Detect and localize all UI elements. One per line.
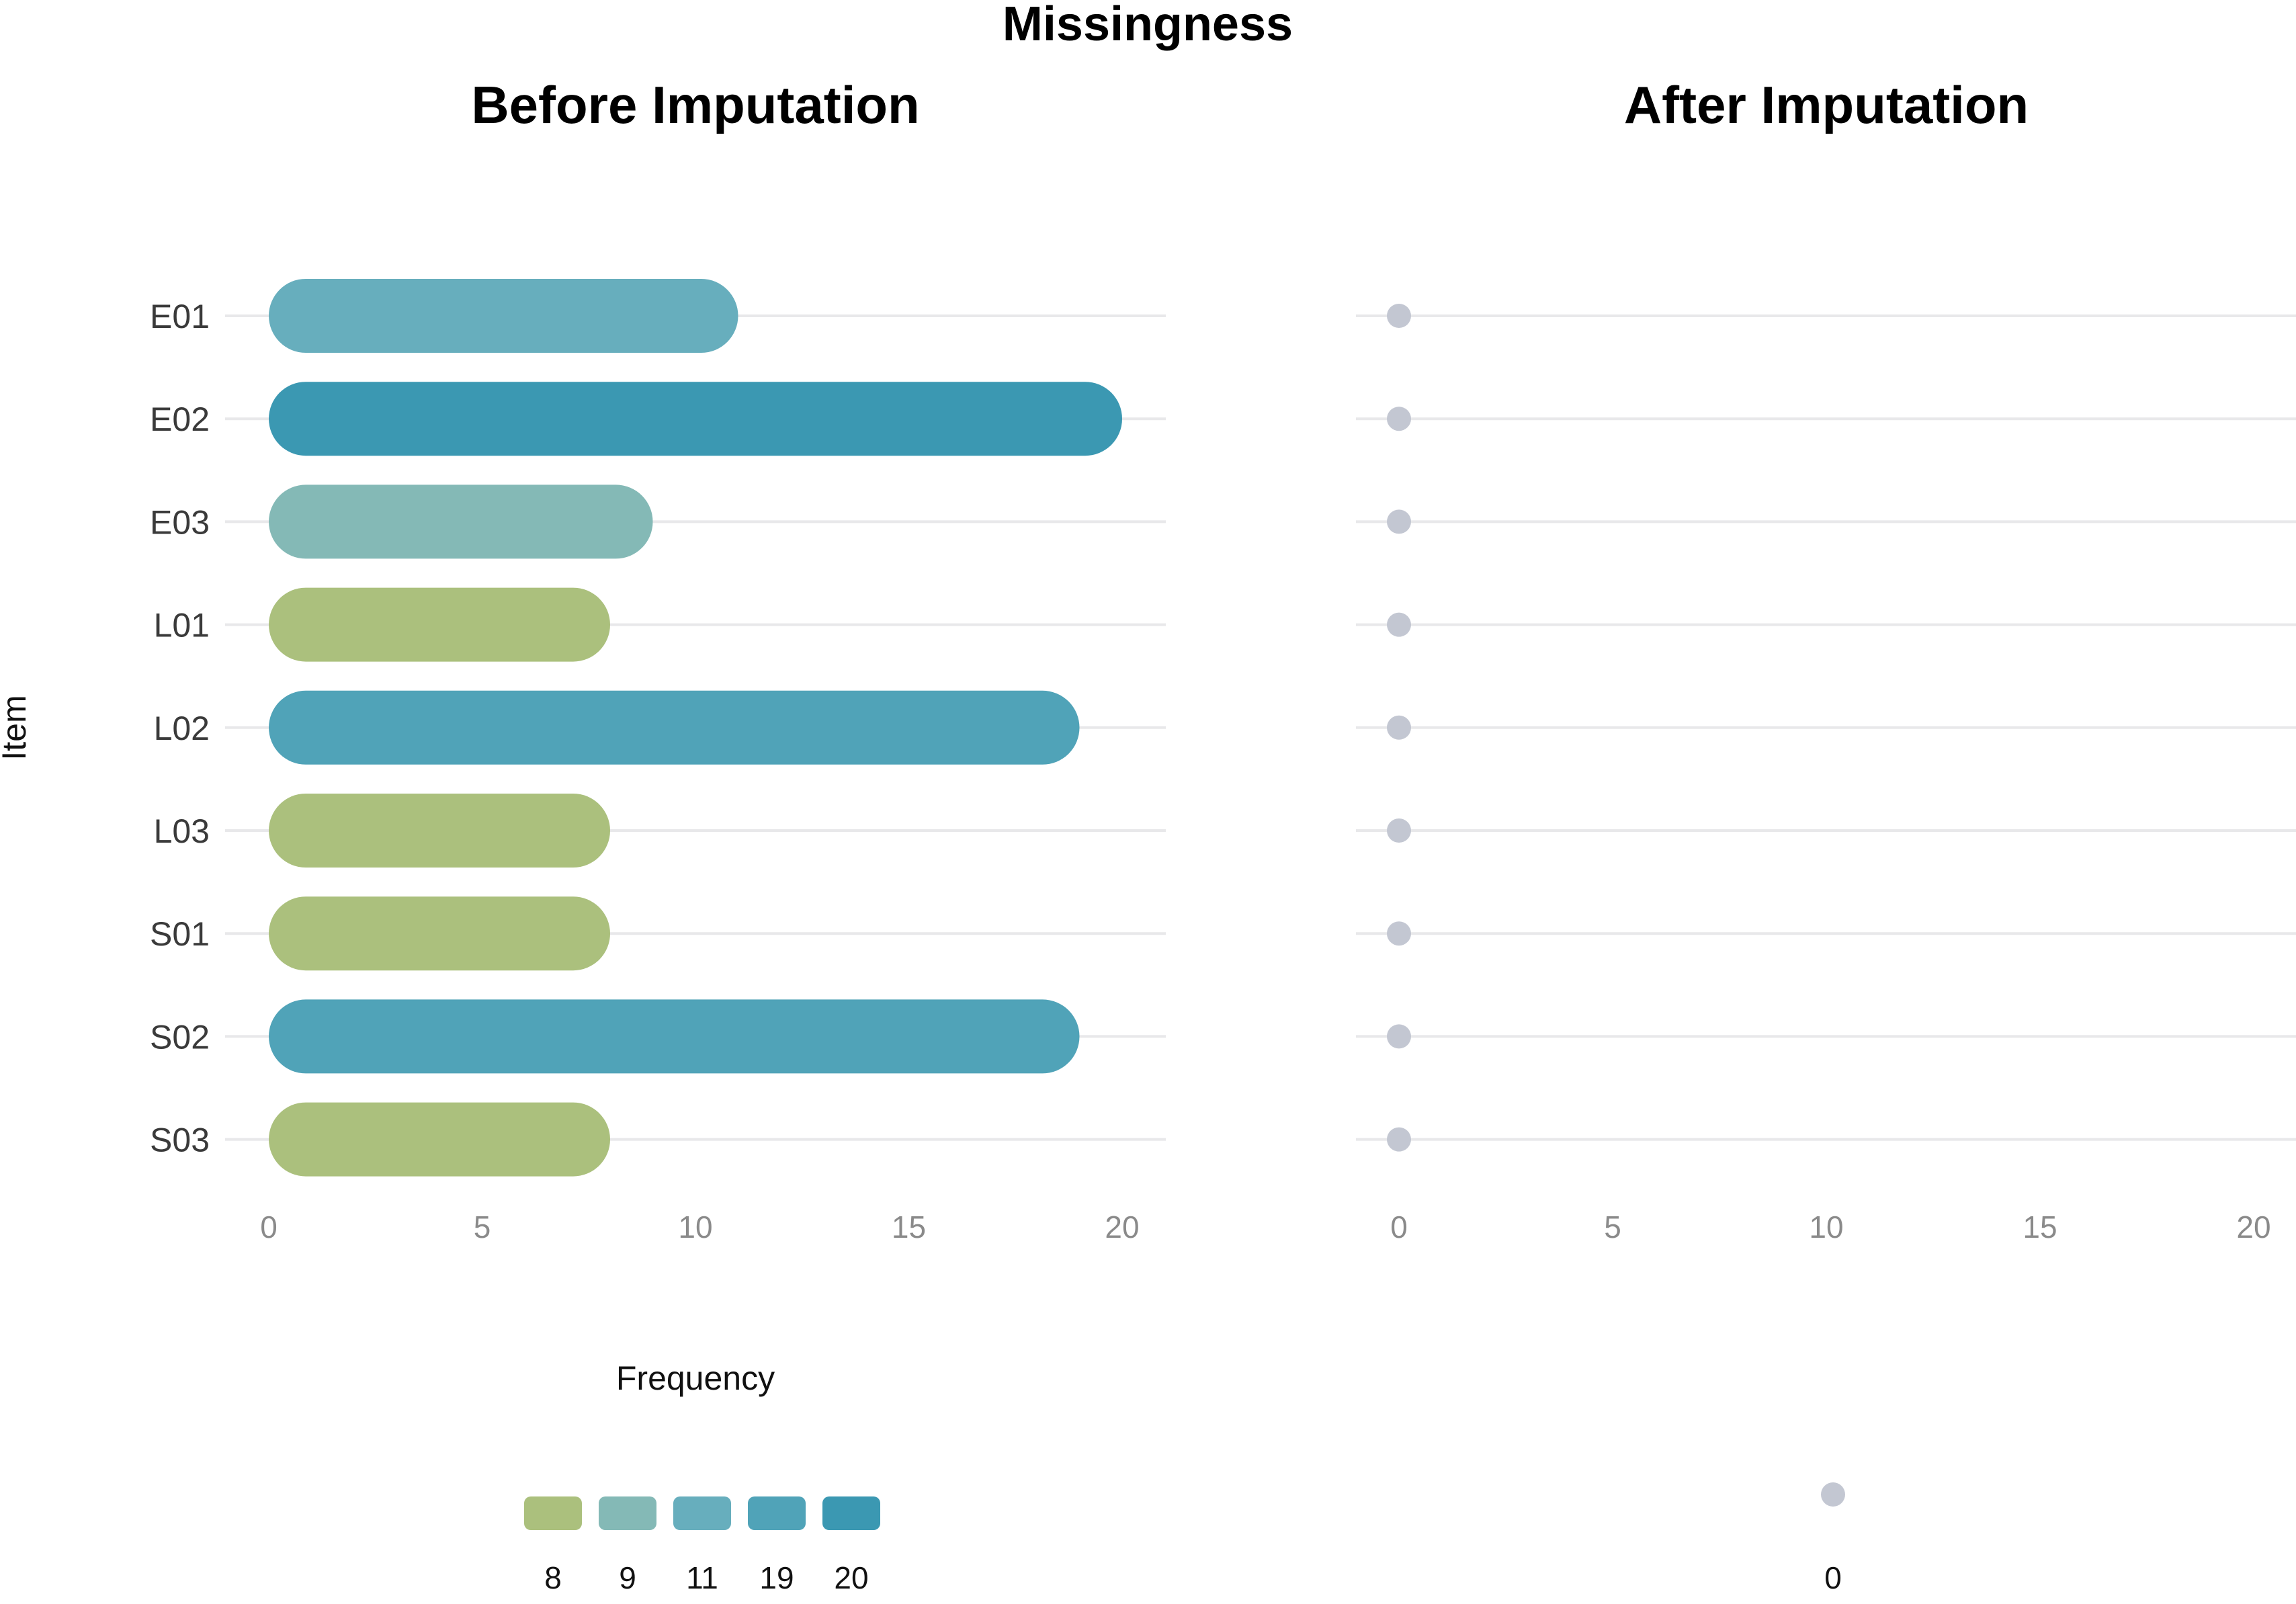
y-tick-label-l02: L02 (154, 710, 210, 747)
y-tick-label-e01: E01 (150, 298, 210, 335)
x-tick-label-0-15: 15 (892, 1210, 926, 1244)
mark-layer (269, 279, 1845, 1530)
legend-key-8 (524, 1496, 582, 1530)
bar-l01 (269, 587, 610, 662)
legend-label-20: 20 (834, 1560, 868, 1595)
y-tick-label-e03: E03 (150, 503, 210, 541)
bar-l03 (269, 794, 610, 868)
point-s02 (1387, 1024, 1411, 1049)
point-l02 (1387, 715, 1411, 740)
legend-label-after-0: 0 (1824, 1560, 1842, 1595)
point-e03 (1387, 509, 1411, 534)
x-tick-label-1-0: 0 (1390, 1210, 1408, 1244)
legend-label-8: 8 (544, 1560, 562, 1595)
panel-title-after: After Imputation (1624, 75, 2029, 134)
bar-e03 (269, 484, 653, 559)
y-axis-label: Item (0, 695, 33, 760)
y-tick-label-s01: S01 (150, 915, 210, 953)
legend-label-11: 11 (686, 1560, 718, 1595)
bar-s01 (269, 896, 610, 971)
legend-point-0 (1821, 1482, 1845, 1507)
y-tick-label-s02: S02 (150, 1018, 210, 1056)
x-tick-label-0-5: 5 (474, 1210, 491, 1244)
x-tick-label-1-5: 5 (1604, 1210, 1621, 1244)
point-l01 (1387, 612, 1411, 637)
main-title: Missingness (1003, 0, 1293, 51)
bar-e01 (269, 279, 738, 353)
x-tick-label-1-20: 20 (2236, 1210, 2270, 1244)
bar-s03 (269, 1102, 610, 1177)
y-tick-label-s03: S03 (150, 1122, 210, 1159)
x-tick-label-1-15: 15 (2023, 1210, 2057, 1244)
y-tick-label-l01: L01 (154, 607, 210, 644)
bar-e02 (269, 382, 1122, 456)
point-l03 (1387, 818, 1411, 843)
legend-key-9 (599, 1496, 656, 1530)
x-tick-label-0-0: 0 (260, 1210, 278, 1244)
point-s01 (1387, 921, 1411, 946)
legend-key-20 (822, 1496, 880, 1530)
bar-s02 (269, 999, 1080, 1074)
x-tick-label-0-10: 10 (678, 1210, 712, 1244)
x-tick-label-0-20: 20 (1105, 1210, 1139, 1244)
y-tick-label-e02: E02 (150, 400, 210, 438)
legend-label-19: 19 (759, 1560, 794, 1595)
point-s03 (1387, 1127, 1411, 1152)
point-e01 (1387, 304, 1411, 328)
legend-key-11 (673, 1496, 731, 1530)
panel-title-before: Before Imputation (471, 75, 919, 134)
y-tick-label-l03: L03 (154, 812, 210, 850)
legend-key-19 (748, 1496, 806, 1530)
point-e02 (1387, 407, 1411, 431)
x-axis-label: Frequency (616, 1359, 775, 1397)
legend-label-9: 9 (619, 1560, 636, 1595)
bar-l02 (269, 690, 1080, 765)
x-tick-label-1-10: 10 (1809, 1210, 1843, 1244)
